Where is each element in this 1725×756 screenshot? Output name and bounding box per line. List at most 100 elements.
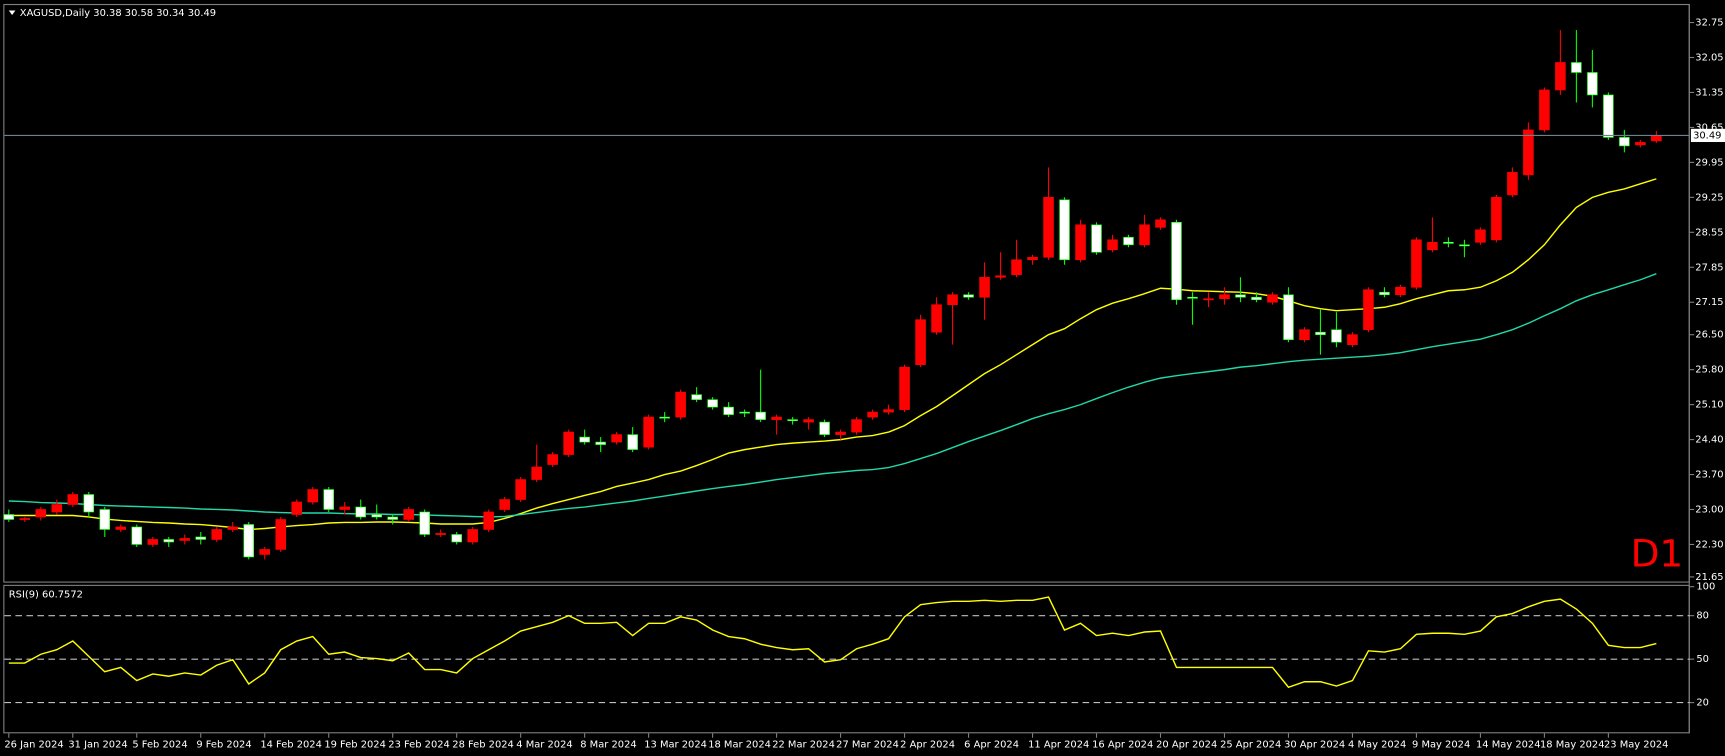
candle-body [515, 479, 526, 500]
x-tick-label: 13 Mar 2024 [644, 739, 707, 750]
candle-body [691, 394, 702, 400]
candle-body [1123, 236, 1134, 246]
candle-body [867, 411, 878, 418]
y-tick-label: 27.15 [1695, 297, 1723, 308]
candle-body [483, 511, 494, 530]
y-tick-label: 32.75 [1695, 18, 1723, 29]
candle-body [1571, 62, 1582, 73]
x-tick-label: 26 Jan 2024 [4, 739, 63, 750]
rsi-title: RSI(9) [9, 590, 39, 601]
candle-body [995, 275, 1006, 278]
candle-body [1315, 331, 1326, 336]
candle-body [163, 539, 175, 543]
candle-body [1443, 241, 1454, 244]
candle-body [275, 519, 287, 550]
candle-body [467, 529, 478, 543]
x-tick-label: 18 Mar 2024 [708, 739, 771, 750]
price-box-label: 30.49 [1693, 130, 1721, 141]
candle-body [1459, 244, 1470, 247]
x-tick-label: 20 Apr 2024 [1156, 739, 1217, 750]
candle-body [1235, 294, 1246, 298]
candle-body [419, 511, 430, 535]
x-tick-label: 8 Mar 2024 [580, 739, 636, 750]
candle-body [1187, 296, 1198, 299]
candle-body [771, 416, 782, 420]
rsi-header: RSI(9) 60.7572 [9, 590, 83, 601]
x-tick-label: 23 May 2024 [1604, 739, 1669, 750]
candle-body [819, 421, 830, 435]
candle-body [323, 489, 334, 510]
candle-body [227, 526, 239, 530]
y-tick-label: 32.05 [1695, 52, 1723, 63]
candle-body [1587, 72, 1598, 96]
candle-body [1427, 241, 1438, 251]
candle-body [179, 538, 191, 541]
candle-body [1555, 62, 1566, 91]
menu-triangle[interactable] [8, 10, 16, 15]
candle-body [531, 466, 542, 480]
candle-body [371, 514, 382, 518]
candle-body [1395, 286, 1406, 296]
candle-body [1651, 135, 1662, 142]
candle-body [1075, 224, 1086, 261]
y-tick-label: 100 [1696, 582, 1715, 593]
candle-body [1491, 197, 1502, 241]
low-value: 30.34 [156, 8, 184, 19]
x-tick-label: 14 May 2024 [1476, 739, 1541, 750]
open-value: 30.38 [93, 8, 121, 19]
candle-body [435, 533, 446, 535]
symbol: XAGUSD,Daily [20, 8, 90, 19]
candle-body [899, 366, 910, 410]
candle-body [915, 319, 926, 365]
candle-body [1027, 256, 1038, 261]
candle-body [1523, 129, 1534, 176]
rsi-value: 60.7572 [42, 590, 83, 601]
candle-body [1203, 298, 1214, 301]
candle-body [67, 494, 79, 505]
y-tick-label: 80 [1696, 611, 1709, 622]
rsi-line [8, 596, 1657, 689]
candle-body [1283, 294, 1294, 341]
y-tick-label: 24.40 [1695, 435, 1723, 446]
candle-body [627, 434, 638, 450]
candle-body [1139, 224, 1150, 246]
timeframe-label: D1 [1631, 532, 1684, 576]
x-tick-label: 16 Apr 2024 [1092, 739, 1153, 750]
candle-body [1219, 294, 1230, 300]
candle-body [931, 304, 942, 333]
candle-body [643, 416, 654, 448]
candle-body [307, 489, 319, 503]
candle-body [563, 431, 574, 455]
y-tick-label: 25.10 [1695, 400, 1723, 411]
candle-body [99, 509, 111, 530]
candle-body [1411, 239, 1422, 288]
y-tick-label: 25.80 [1695, 365, 1723, 376]
candle-body [595, 441, 606, 445]
y-tick-label: 29.25 [1695, 192, 1723, 203]
y-tick-label: 22.30 [1695, 539, 1723, 550]
y-tick-label: 23.70 [1695, 470, 1723, 481]
y-tick-label: 28.55 [1695, 227, 1723, 238]
price-box [1690, 128, 1725, 143]
x-tick-label: 19 Feb 2024 [324, 739, 386, 750]
y-tick-label: 27.85 [1695, 262, 1723, 273]
y-tick-label: 30.65 [1695, 122, 1723, 133]
y-tick-label: 31.35 [1695, 87, 1723, 98]
x-tick-label: 25 Apr 2024 [1220, 739, 1281, 750]
candle-body [499, 499, 510, 510]
candle-body [51, 504, 63, 513]
moving-average [8, 273, 1657, 518]
y-tick-label: 50 [1696, 654, 1709, 665]
candle-body [211, 529, 223, 540]
candle-body [1363, 289, 1374, 331]
candle-body [1331, 329, 1342, 343]
candle-body [675, 391, 686, 418]
candle-body [115, 526, 127, 530]
candle-body [451, 534, 462, 543]
candle-body [1171, 221, 1182, 301]
candle-body [1155, 219, 1166, 228]
candle-body [35, 509, 47, 518]
x-tick-label: 9 May 2024 [1412, 739, 1470, 750]
